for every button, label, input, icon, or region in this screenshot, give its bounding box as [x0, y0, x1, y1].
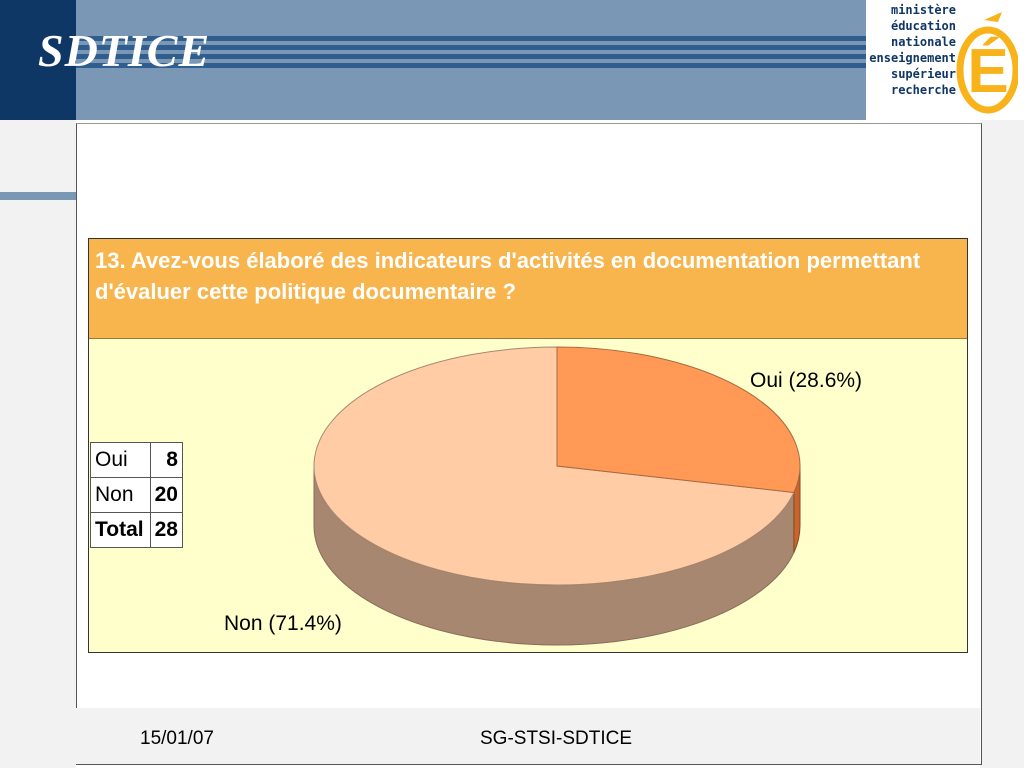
total-value: 28	[149, 512, 183, 548]
logo-line: recherche	[890, 83, 956, 97]
slice-label-non: Non (71.4%)	[224, 612, 342, 635]
row-value-non: 20	[149, 477, 183, 513]
left-side-strip	[0, 120, 76, 768]
footer-bar	[76, 708, 980, 764]
table-row: Oui 8	[90, 442, 183, 478]
header-stripe	[76, 36, 866, 41]
header-band	[76, 0, 866, 120]
header-dark-block	[0, 0, 76, 120]
logo-line: supérieur	[890, 67, 956, 81]
results-table: Oui 8 Non 20 Total 28	[90, 442, 183, 548]
pie-slice-oui	[556, 346, 801, 494]
pie-slice-non	[313, 346, 795, 586]
logo-line: enseignement	[869, 51, 956, 65]
ministry-logo: ministère éducation nationale enseigneme…	[866, 0, 1024, 120]
row-value-oui: 8	[149, 442, 183, 478]
slice-label-oui: Oui (28.6%)	[750, 369, 862, 392]
footer-organization: SG-STSI-SDTICE	[480, 728, 633, 749]
left-side-accent	[0, 192, 76, 200]
header-stripe	[76, 63, 866, 68]
logo-line: ministère	[890, 3, 956, 17]
total-label: Total	[90, 512, 151, 548]
table-total-row: Total 28	[90, 512, 183, 548]
table-row: Non 20	[90, 477, 183, 513]
row-label-non: Non	[90, 477, 151, 513]
row-label-oui: Oui	[90, 442, 151, 478]
header-stripe	[76, 54, 866, 59]
logo-line: nationale	[890, 35, 956, 49]
right-side-strip	[980, 120, 1024, 768]
header-title: SDTICE	[38, 25, 211, 76]
logo-e-icon: É	[956, 12, 1018, 114]
logo-line: éducation	[890, 19, 956, 33]
footer-date: 15/01/07	[140, 728, 214, 749]
logo-text: ministère éducation nationale enseigneme…	[869, 2, 956, 98]
logo-letter: É	[967, 37, 1008, 106]
question-heading: 13. Avez-vous élaboré des indicateurs d'…	[89, 239, 967, 339]
header-stripe	[76, 45, 866, 50]
